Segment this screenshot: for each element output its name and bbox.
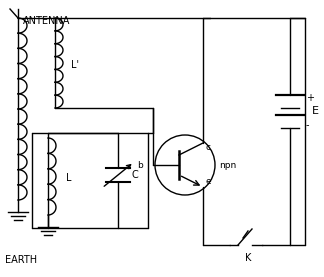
Text: C: C <box>132 170 139 180</box>
Text: npn: npn <box>219 160 236 170</box>
Text: c: c <box>205 143 210 153</box>
Text: L: L <box>66 173 72 183</box>
Text: e: e <box>205 178 211 186</box>
Text: K: K <box>245 253 251 263</box>
Text: EARTH: EARTH <box>5 255 37 265</box>
Text: +: + <box>306 93 314 103</box>
Text: ANTENNA: ANTENNA <box>23 16 70 26</box>
Text: L': L' <box>71 60 79 70</box>
Text: -: - <box>306 120 309 130</box>
Text: b: b <box>137 160 143 170</box>
Text: E: E <box>312 106 319 116</box>
